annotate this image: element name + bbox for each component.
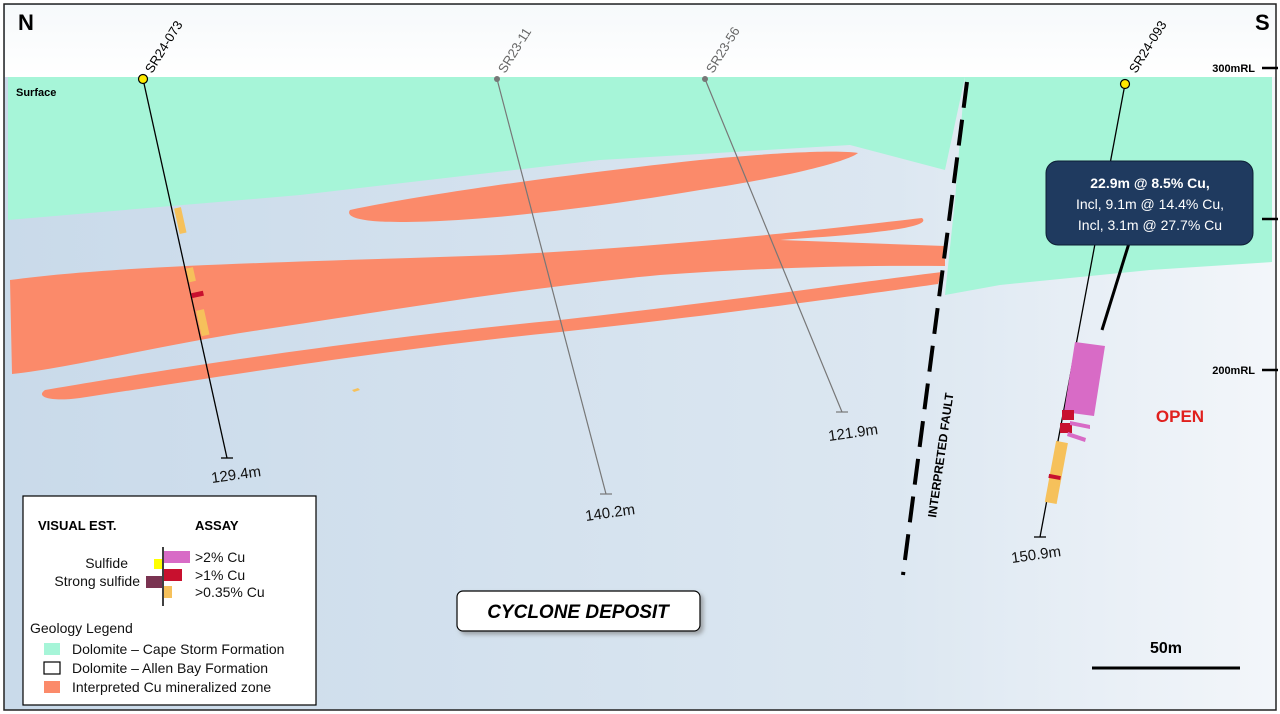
drillhole-trace (496, 78, 607, 495)
cu-zone-lower (41, 272, 942, 400)
collar-marker (494, 76, 500, 82)
legend-assay-gt035: >0.35% Cu (195, 584, 265, 600)
assay-callout: 22.9m @ 8.5% Cu, Incl, 9.1m @ 14.4% Cu, … (1045, 160, 1254, 246)
callout-line-2: Incl, 9.1m @ 14.4% Cu, (1076, 196, 1224, 212)
legend-swatch-gt2 (164, 551, 190, 563)
cu-zone-main (10, 218, 945, 374)
collar-marker (702, 76, 708, 82)
drillhole-depth: 121.9m (827, 421, 879, 445)
callout-leader (1100, 239, 1132, 331)
rl-label-300: 300mRL (1212, 63, 1255, 75)
title-text: CYCLONE DEPOSIT (487, 602, 670, 623)
legend-strong-sulfide: Strong sulfide (54, 573, 140, 589)
drillhole-trace (704, 78, 843, 413)
assay-fleck (352, 388, 360, 392)
legend-geo-cu-zone: Interpreted Cu mineralized zone (72, 679, 271, 695)
legend-visual-header: VISUAL EST. (38, 518, 117, 533)
assay-interval (196, 309, 210, 337)
assay-interval-gt2 (1070, 421, 1090, 429)
legend-geology-title: Geology Legend (30, 620, 133, 636)
drillhole-depth: 140.2m (584, 501, 636, 525)
legend-assay-header: ASSAY (195, 518, 239, 533)
sky-band (5, 5, 1275, 77)
assay-interval (191, 290, 204, 299)
open-label: OPEN (1156, 407, 1204, 426)
assay-interval-gt2 (1064, 342, 1105, 416)
interpreted-fault-line (901, 81, 969, 576)
drillhole-trace (142, 78, 228, 459)
deposit-title: CYCLONE DEPOSIT (456, 590, 701, 632)
cu-zone-upper (349, 151, 858, 222)
drillhole-depth: 129.4m (210, 463, 262, 487)
cape-storm-formation-left (8, 77, 965, 220)
legend-sulfide: Sulfide (85, 555, 128, 571)
legend-swatch-sulfide (154, 559, 162, 569)
callout-box (1045, 160, 1254, 246)
drillhole-depth: 150.9m (1010, 543, 1062, 567)
south-label: S (1255, 10, 1270, 35)
legend-swatch-allen-bay (43, 661, 61, 675)
surface-label: Surface (16, 87, 56, 99)
legend-box (22, 495, 317, 706)
legend-geo-cape-storm: Dolomite – Cape Storm Formation (72, 641, 284, 657)
legend-swatch-cape-storm (44, 643, 60, 655)
legend-panel: VISUAL EST. ASSAY Sulfide Strong sulfide… (22, 495, 317, 706)
assay-interval-gt2 (1067, 432, 1086, 442)
callout-line-3: Incl, 3.1m @ 27.7% Cu (1078, 217, 1222, 233)
assay-interval-gt1 (1060, 423, 1072, 433)
legend-swatch-gt035 (164, 586, 172, 598)
collar-marker (1119, 78, 1131, 90)
legend-assay-gt2: >2% Cu (195, 549, 245, 565)
assay-interval (174, 207, 187, 235)
legend-swatch-cu-zone (44, 681, 60, 693)
assay-interval (1048, 473, 1061, 481)
legend-swatch-strong-sulfide (146, 576, 162, 588)
legend-swatch-gt1 (164, 569, 182, 581)
assay-interval-gt1 (1062, 410, 1074, 420)
rl-label-200: 200mRL (1212, 365, 1255, 377)
north-label: N (18, 10, 34, 35)
assay-interval (186, 267, 196, 283)
callout-line-1: 22.9m @ 8.5% Cu, (1090, 175, 1209, 191)
collar-marker (137, 73, 149, 85)
assay-interval (1044, 440, 1068, 505)
title-box (456, 590, 701, 632)
scale-bar-label: 50m (1150, 640, 1182, 657)
legend-assay-gt1: >1% Cu (195, 567, 245, 583)
legend-geo-allen-bay: Dolomite – Allen Bay Formation (72, 660, 268, 676)
